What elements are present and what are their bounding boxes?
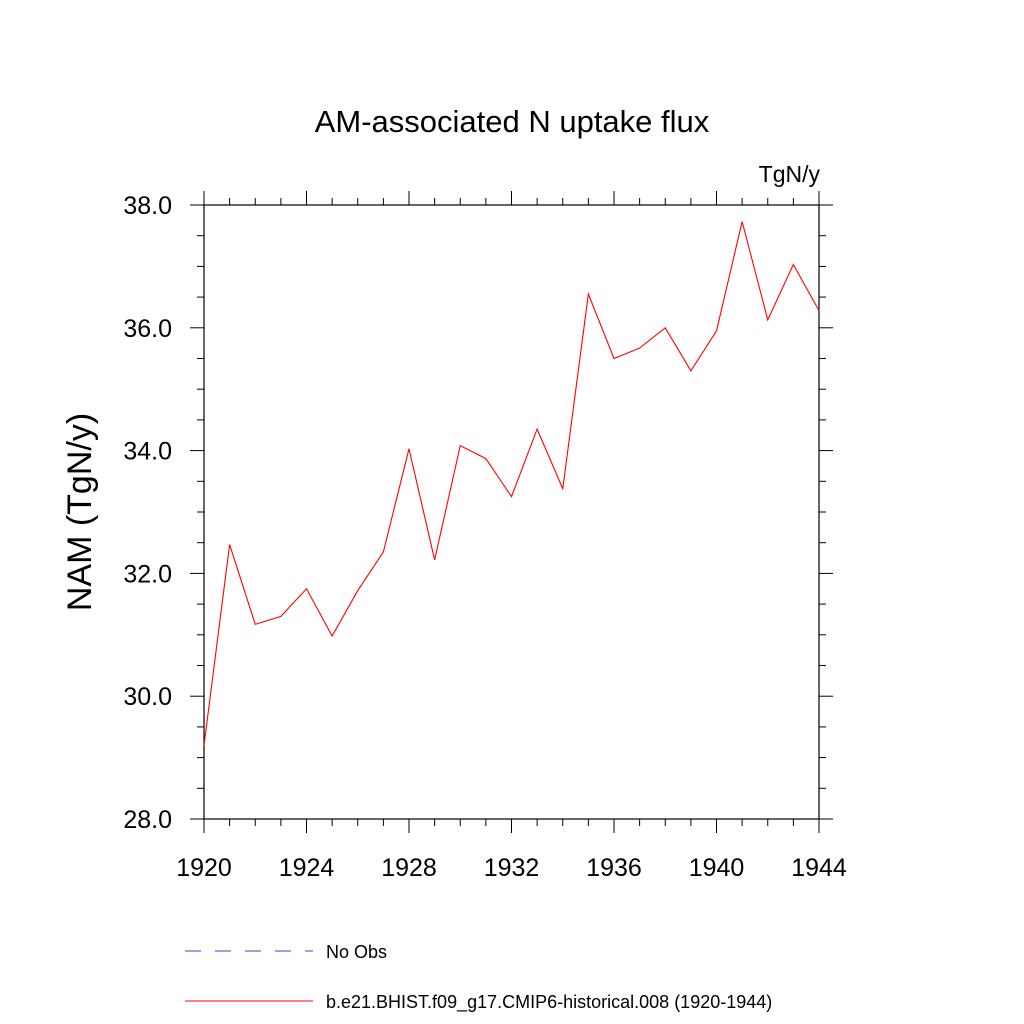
- y-tick-label: 30.0: [123, 683, 172, 711]
- legend: No Obs b.e21.BHIST.f09_g17.CMIP6-historic…: [185, 942, 772, 1013]
- x-tick-label: 1928: [381, 854, 437, 882]
- series-line: [203, 221, 820, 746]
- y-tick-label: 34.0: [123, 438, 172, 466]
- y-tick-label: 36.0: [123, 315, 172, 343]
- plot-frame: [203, 204, 820, 820]
- legend-label: No Obs: [326, 942, 387, 962]
- legend-label: b.e21.BHIST.f09_g17.CMIP6-historical.008…: [326, 992, 772, 1013]
- x-tick-label: 1940: [689, 854, 745, 882]
- series-lines: [203, 221, 820, 746]
- units-label: TgN/y: [759, 161, 821, 187]
- y-tick-label: 32.0: [123, 560, 172, 588]
- y-axis-tick-labels: 28.0 30.0 32.0 34.0 36.0 38.0: [123, 192, 172, 834]
- y-tick-label: 38.0: [123, 192, 172, 220]
- x-axis-ticks: [203, 191, 820, 833]
- x-tick-label: 1936: [586, 854, 642, 882]
- x-tick-label: 1932: [484, 854, 540, 882]
- y-axis-ticks: [190, 204, 833, 820]
- x-tick-label: 1944: [791, 854, 847, 882]
- x-tick-label: 1924: [279, 854, 335, 882]
- chart-title: AM-associated N uptake flux: [315, 104, 710, 139]
- y-axis-label: NAM (TgN/y): [61, 413, 99, 611]
- x-axis-tick-labels: 1920 1924 1928 1932 1936 1940 1944: [176, 854, 847, 882]
- y-tick-label: 28.0: [123, 806, 172, 834]
- x-tick-label: 1920: [176, 854, 232, 882]
